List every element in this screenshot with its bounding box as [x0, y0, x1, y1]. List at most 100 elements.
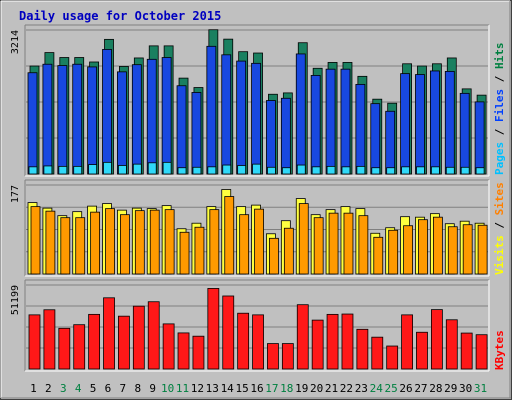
- bar-sites-day-9: [149, 209, 160, 275]
- bar-sites-day-18: [283, 227, 294, 275]
- chart-title: Daily usage for October 2015: [19, 9, 221, 23]
- panels-layer: 3214 Pages / Files / Hits 177 Visits / Site…: [10, 24, 506, 372]
- bar-files-day-30: [459, 92, 470, 175]
- panel-pages-files-hits: 3214 Pages / Files / Hits: [10, 24, 506, 177]
- x-tick-label-day-29: 29: [444, 382, 457, 395]
- bar-pages-day-17: [267, 166, 276, 175]
- bar-kbytes-day-13: [207, 288, 220, 370]
- x-tick-label-day-8: 8: [134, 382, 141, 395]
- x-tick-label-day-5: 5: [90, 382, 97, 395]
- bar-kbytes-day-7: [118, 315, 130, 370]
- x-tick-label-day-4: 4: [75, 382, 82, 395]
- bar-sites-day-16: [254, 208, 264, 275]
- bar-kbytes-day-1: [28, 314, 41, 370]
- bar-files-day-2: [42, 63, 53, 175]
- bar-pages-day-12: [192, 166, 202, 175]
- bar-files-day-18: [280, 97, 291, 175]
- bar-pages-day-11: [177, 167, 187, 175]
- bar-sites-day-29: [447, 226, 458, 275]
- x-tick-label-day-3: 3: [60, 382, 67, 395]
- bar-sites-day-8: [134, 210, 145, 275]
- bar-sites-day-3: [60, 217, 71, 275]
- bar-pages-day-7: [118, 165, 127, 175]
- bar-sites-day-22: [343, 212, 354, 275]
- bar-files-day-15: [236, 60, 247, 175]
- bar-files-day-27: [415, 74, 425, 175]
- bar-files-day-9: [146, 58, 157, 175]
- bar-pages-day-5: [88, 164, 98, 175]
- bar-pages-day-23: [356, 165, 366, 175]
- bar-files-day-4: [72, 63, 83, 175]
- bar-pages-day-3: [58, 165, 68, 175]
- bar-kbytes-day-26: [401, 314, 413, 370]
- legend-separator: /: [493, 215, 506, 235]
- bar-pages-day-19: [296, 164, 306, 175]
- bar-kbytes-day-28: [430, 309, 443, 370]
- bar-files-day-17: [266, 100, 276, 175]
- panel-legend: Visits / Sites: [493, 182, 506, 275]
- x-tick-label-day-1: 1: [30, 382, 37, 395]
- x-tick-label-day-17: 17: [265, 382, 278, 395]
- bar-sites-day-2: [45, 210, 56, 275]
- legend-entry-files: Files: [493, 89, 506, 122]
- bar-sites-day-5: [90, 211, 101, 275]
- bar-pages-day-2: [43, 165, 53, 175]
- bar-kbytes-day-14: [222, 295, 235, 370]
- bar-files-day-29: [444, 71, 455, 175]
- bar-kbytes-day-10: [162, 323, 175, 370]
- x-tick-label-day-27: 27: [414, 382, 427, 395]
- bar-files-day-8: [131, 64, 142, 175]
- x-tick-label-day-19: 19: [295, 382, 308, 395]
- legend-separator: /: [493, 122, 506, 142]
- bar-kbytes-day-25: [386, 345, 399, 370]
- x-tick-label-day-30: 30: [459, 382, 472, 395]
- bar-kbytes-day-16: [252, 314, 264, 370]
- bar-sites-day-20: [313, 217, 324, 275]
- bar-sites-day-23: [358, 215, 369, 275]
- bar-sites-day-4: [75, 217, 86, 275]
- bar-files-day-7: [117, 71, 127, 175]
- bar-sites-day-24: [373, 236, 384, 275]
- bar-kbytes-day-20: [311, 319, 324, 370]
- bar-sites-day-30: [462, 224, 473, 275]
- bar-pages-day-22: [341, 166, 351, 175]
- x-tick-label-day-14: 14: [221, 382, 235, 395]
- bar-kbytes-day-21: [326, 313, 339, 370]
- y-max-tick-label: 3214: [10, 30, 21, 54]
- bar-sites-day-28: [432, 216, 443, 275]
- x-tick-label-day-7: 7: [120, 382, 127, 395]
- bar-files-day-19: [295, 53, 306, 175]
- x-tick-label-day-25: 25: [385, 382, 398, 395]
- bar-kbytes-day-30: [460, 332, 473, 370]
- bar-sites-day-19: [298, 203, 309, 275]
- bar-pages-day-18: [281, 167, 291, 175]
- bar-kbytes-day-6: [103, 297, 115, 370]
- bar-files-day-23: [355, 83, 366, 175]
- bar-pages-day-14: [222, 164, 232, 175]
- bar-kbytes-day-19: [296, 304, 309, 370]
- bar-sites-day-7: [120, 214, 130, 275]
- bar-pages-day-25: [386, 167, 396, 175]
- x-tick-label-day-16: 16: [250, 382, 263, 395]
- bar-kbytes-day-17: [267, 343, 279, 370]
- bar-sites-day-6: [105, 208, 115, 275]
- bar-pages-day-30: [460, 166, 470, 175]
- bar-kbytes-day-27: [416, 331, 428, 370]
- bar-sites-day-27: [418, 219, 428, 275]
- bar-sites-day-13: [209, 209, 220, 275]
- bar-kbytes-day-8: [132, 305, 145, 370]
- x-tick-label-day-22: 22: [340, 382, 353, 395]
- bar-sites-day-10: [164, 209, 175, 275]
- x-tick-label-day-13: 13: [206, 382, 219, 395]
- bar-kbytes-day-29: [445, 319, 458, 370]
- panel-visits-sites: 177 Visits / Sites: [10, 179, 506, 277]
- panel-kbytes: 51199 KBytes: [10, 279, 506, 372]
- bar-kbytes-day-4: [73, 324, 86, 370]
- bar-pages-day-24: [371, 167, 381, 175]
- bar-pages-day-27: [416, 166, 425, 175]
- bar-pages-day-16: [252, 163, 261, 175]
- bar-pages-day-15: [237, 165, 247, 175]
- bar-files-day-31: [474, 101, 485, 175]
- bar-pages-day-29: [445, 166, 455, 175]
- bar-kbytes-day-18: [281, 343, 294, 370]
